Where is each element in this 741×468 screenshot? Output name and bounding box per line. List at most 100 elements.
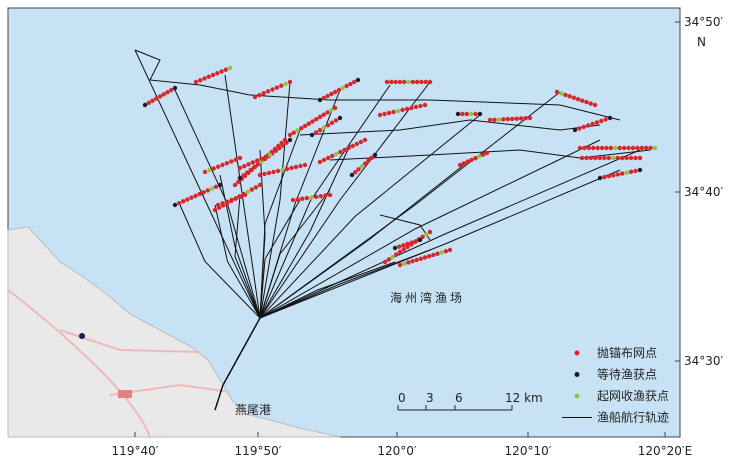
fishing-point [510,116,515,122]
fishing-point [591,145,596,151]
fishing-point [287,132,293,138]
fishing-point [161,92,166,97]
fishing-point [405,241,410,247]
fishing-point [382,259,388,265]
fishing-point [299,126,304,131]
legend-label: 抛锚布网点 [597,345,657,360]
fishing-point [318,194,323,199]
fishing-point [563,92,568,98]
fishing-point [624,170,629,175]
fishing-point [602,174,607,180]
fishing-point [613,145,618,151]
fishing-point [169,87,174,93]
fishing-point [418,103,423,109]
fishing-point [527,115,533,121]
fishing-point [142,102,148,108]
fishing-point [389,79,394,85]
harbor-label: 燕尾港 [235,403,271,417]
fishing-point [336,87,342,93]
fishing-point [577,145,583,151]
fishing-point [473,155,478,161]
x-tick-label: 120°0′ [377,444,417,458]
fishing-point [300,196,305,201]
fishing-point [165,90,170,95]
x-tick-label: 120°10′ [505,444,552,458]
fishing-point [369,155,374,161]
fishing-point [392,245,398,251]
fishing-point [277,145,282,151]
fishing-point [435,251,440,256]
fishing-point [581,124,586,130]
fishing-point [325,93,330,99]
fishing-point [280,167,285,173]
fishing-point [280,143,286,148]
fishing-point [157,94,163,99]
fishing-point [417,237,423,243]
fishing-point [284,166,290,172]
fishing-point [588,155,594,161]
fishing-point [615,172,620,177]
x-tick-label: 120°20′E [638,444,692,458]
legend-swatch [574,393,580,399]
fishing-point [469,157,474,163]
fishing-point [215,202,221,208]
fishing-point [215,164,221,169]
fishing-point [206,74,211,79]
fishing-point [317,127,323,133]
fishing-point [257,172,263,178]
fishing-point [202,76,207,81]
fishing-point [302,162,308,168]
fishing-point [377,112,383,118]
fishing-point [567,94,572,99]
fishing-point [621,145,627,151]
fishing-point [460,111,465,117]
fishing-point [224,161,230,166]
fishing-point [588,101,593,106]
fishing-point [201,190,206,195]
fishing-point [321,157,327,163]
fishing-point [394,252,399,257]
fishing-point [338,149,343,155]
fishing-point [215,71,220,76]
fishing-point [420,234,425,240]
fishing-point [414,79,420,85]
north-label: N [697,35,706,49]
fishing-point [257,92,262,98]
fishing-point [465,159,470,164]
fishing-point [413,104,419,110]
fishing-point [397,79,403,85]
fishing-point [259,156,264,161]
fishing-point [422,102,428,108]
fishing-point [584,99,589,105]
fishing-point [325,155,331,161]
fishing-point [384,79,390,85]
fishing-point [620,171,625,176]
fishing-point [317,97,323,103]
fishing-point [219,69,224,74]
fishing-point [266,170,272,176]
fishing-point [306,121,311,126]
fishing-point [554,89,560,95]
fishing-point [249,187,255,192]
fishing-point [464,111,469,117]
fishing-point [245,189,250,195]
fishing-point [496,117,502,122]
fishing-point [523,116,528,121]
fishing-point [337,115,343,121]
fishing-point [592,102,598,108]
fishing-point [597,155,603,161]
fishing-point [603,117,608,122]
fishing-point [590,121,595,127]
fishing-point [330,153,335,159]
fishing-point [628,155,634,161]
fishing-point [262,171,267,177]
fishing-point [391,109,396,115]
fishing-point [189,195,194,200]
fishing-point [427,229,433,235]
fishing-point [274,85,280,90]
fishing-point [348,81,353,87]
fishing-point [397,262,403,268]
road-sign [118,390,132,398]
fishing-point [626,145,631,151]
